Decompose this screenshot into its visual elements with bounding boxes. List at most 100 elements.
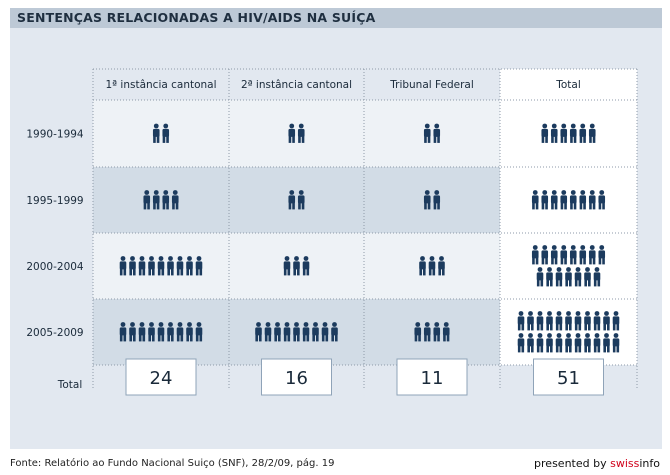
person-icon — [584, 267, 591, 287]
person-leg — [195, 268, 199, 276]
person-leg — [592, 202, 596, 210]
person-leg — [546, 323, 549, 331]
person-icon — [152, 190, 160, 210]
person-leg — [190, 268, 193, 276]
person-icon — [536, 311, 544, 331]
person-icon — [541, 190, 549, 210]
person-leg — [573, 202, 577, 210]
person-leg — [142, 268, 146, 276]
person-head — [144, 190, 150, 195]
person-leg — [287, 268, 291, 276]
person-torso — [302, 327, 310, 336]
person-head — [566, 311, 571, 316]
person-icon — [517, 311, 525, 331]
person-head — [561, 245, 567, 250]
person-leg — [532, 257, 535, 265]
person-head — [434, 123, 440, 129]
person-leg — [521, 323, 525, 331]
person-leg — [123, 334, 127, 342]
person-head — [528, 333, 533, 338]
person-leg — [301, 202, 305, 210]
person-head — [187, 256, 192, 261]
person-leg — [283, 268, 287, 276]
person-leg — [147, 202, 150, 210]
person-head — [158, 256, 164, 261]
person-icon — [536, 333, 544, 353]
person-torso — [331, 327, 338, 336]
person-torso — [603, 338, 610, 347]
person-head — [275, 322, 280, 327]
person-icon — [546, 333, 553, 353]
person-torso — [574, 272, 582, 281]
person-head — [439, 256, 444, 261]
person-leg — [442, 268, 445, 276]
person-head — [566, 333, 571, 338]
person-leg — [166, 135, 169, 143]
person-leg — [545, 135, 548, 143]
person-leg — [517, 323, 521, 331]
person-torso — [598, 195, 606, 204]
person-head — [443, 322, 449, 327]
person-leg — [293, 334, 296, 342]
person-icon — [560, 190, 568, 210]
person-head — [196, 256, 202, 261]
person-torso — [598, 250, 606, 259]
person-icon — [565, 267, 572, 287]
person-icon — [588, 123, 596, 143]
person-leg — [119, 268, 123, 276]
person-leg — [152, 334, 155, 342]
person-torso — [555, 316, 563, 325]
person-leg — [584, 279, 587, 287]
person-leg — [603, 345, 606, 353]
person-leg — [180, 268, 184, 276]
person-leg — [129, 334, 132, 342]
person-leg — [517, 345, 521, 353]
column-header: Tribunal Federal — [389, 79, 474, 91]
person-icon — [167, 322, 174, 342]
person-leg — [564, 135, 567, 143]
person-head — [547, 267, 552, 272]
person-icon — [541, 123, 549, 143]
person-head — [149, 256, 154, 261]
person-icon — [588, 190, 596, 210]
person-torso — [531, 250, 539, 259]
person-leg — [560, 257, 564, 265]
row-label: 2000-2004 — [26, 261, 84, 273]
person-head — [542, 123, 548, 129]
person-icon — [288, 123, 296, 143]
person-leg — [589, 202, 592, 210]
person-head — [130, 256, 135, 261]
person-leg — [306, 334, 310, 342]
totals-label: Total — [57, 379, 83, 391]
person-head — [594, 311, 600, 316]
person-torso — [527, 316, 534, 325]
person-icon — [167, 256, 174, 276]
person-head — [551, 245, 557, 250]
person-leg — [531, 345, 534, 353]
person-leg — [428, 268, 432, 276]
person-leg — [592, 257, 596, 265]
person-torso — [152, 195, 160, 204]
person-head — [570, 245, 576, 250]
person-leg — [433, 135, 437, 143]
person-head — [547, 333, 552, 338]
person-torso — [565, 272, 572, 281]
person-torso — [171, 195, 179, 204]
person-head — [149, 322, 154, 327]
person-head — [532, 190, 538, 195]
person-torso — [293, 327, 300, 336]
person-head — [153, 190, 159, 195]
person-torso — [152, 128, 160, 137]
person-leg — [175, 202, 179, 210]
person-torso — [433, 195, 441, 204]
person-leg — [199, 268, 203, 276]
person-head — [256, 322, 261, 327]
person-icon — [288, 190, 296, 210]
person-leg — [171, 268, 174, 276]
total-value: 16 — [285, 368, 308, 389]
person-leg — [297, 268, 300, 276]
person-leg — [550, 323, 553, 331]
person-icon — [138, 256, 146, 276]
person-leg — [176, 334, 180, 342]
person-torso — [428, 261, 436, 270]
